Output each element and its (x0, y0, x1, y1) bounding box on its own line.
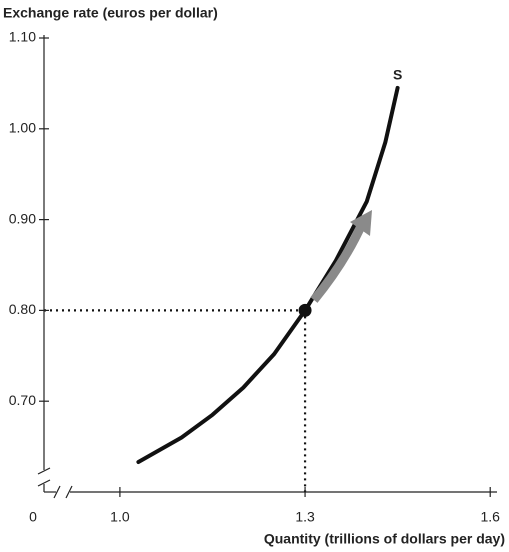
supply-curve (136, 85, 400, 464)
x-tick-label: 1.6 (480, 509, 500, 525)
axis-break (37, 467, 51, 475)
axis-break (37, 479, 51, 487)
x-tick-label: 1.0 (110, 509, 130, 525)
movement-arrow (310, 222, 367, 303)
y-tick-label: 0.70 (9, 392, 36, 408)
y-axis-title: Exchange rate (euros per dollar) (3, 5, 218, 21)
y-tick-label: 1.00 (9, 120, 36, 136)
equilibrium-point (298, 303, 312, 317)
y-tick-label: 0.80 (9, 301, 36, 317)
origin-label: 0 (29, 509, 37, 525)
x-tick-label: 1.3 (295, 509, 315, 525)
axis-break (53, 485, 61, 499)
y-tick-label: 0.90 (9, 210, 36, 226)
plot-area (44, 85, 400, 492)
x-axis-title: Quantity (trillions of dollars per day) (264, 531, 505, 547)
y-tick-label: 1.10 (9, 29, 36, 45)
arrow-head (350, 210, 372, 236)
axis-break (65, 485, 73, 499)
curve-label: S (393, 67, 402, 83)
